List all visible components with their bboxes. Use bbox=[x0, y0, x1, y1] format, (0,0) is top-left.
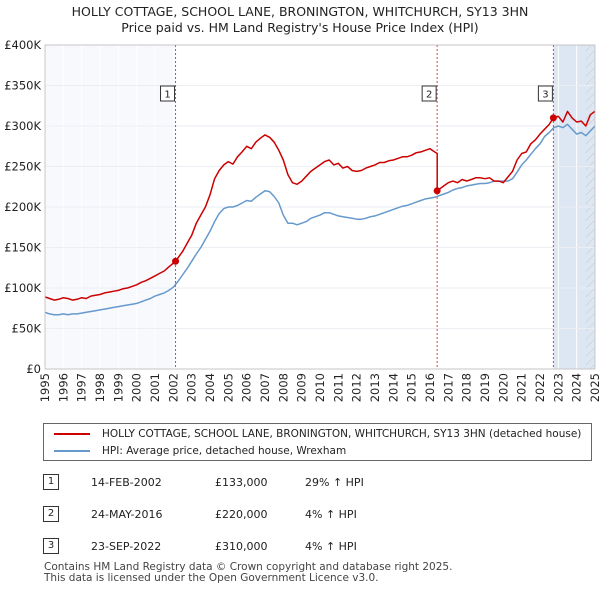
sale-number-label: 2 bbox=[426, 90, 432, 101]
x-tick-label: 2001 bbox=[148, 373, 162, 402]
x-tick-label: 2017 bbox=[441, 373, 455, 402]
y-tick-label: £150K bbox=[4, 241, 41, 255]
x-tick-label: 2004 bbox=[203, 373, 217, 402]
x-tick-label: 2010 bbox=[313, 373, 327, 402]
sale-point bbox=[433, 187, 441, 195]
x-tick-label: 2000 bbox=[130, 373, 144, 402]
x-tick-label: 2009 bbox=[295, 373, 309, 402]
transaction-number: 2 bbox=[43, 506, 59, 522]
price-chart: 1 2 3 £0 £50K £100K £150K £200K £250K £300K £350K £… bbox=[4, 38, 600, 402]
chart-legend: HOLLY COTTAGE, SCHOOL LANE, BRONINGTON, … bbox=[43, 423, 592, 461]
x-tick-label: 2012 bbox=[350, 373, 364, 402]
x-tick-label: 2003 bbox=[185, 373, 199, 402]
x-tick-label: 2024 bbox=[570, 373, 584, 402]
sale-number-box bbox=[421, 85, 437, 102]
y-tick-label: £400K bbox=[4, 38, 41, 52]
transaction-row: 2 24-MAY-2016 £220,000 4% ↑ HPI bbox=[43, 505, 493, 525]
x-tick-label: 1999 bbox=[111, 373, 125, 402]
x-tick-label: 2022 bbox=[533, 373, 547, 402]
sale-number-label: 1 bbox=[164, 90, 170, 101]
sale-number-label: 3 bbox=[542, 90, 548, 101]
x-tick-label: 1995 bbox=[38, 373, 52, 402]
x-tick-label: 2025 bbox=[588, 373, 600, 402]
transaction-date: 23-SEP-2022 bbox=[91, 540, 162, 553]
chart-title: HOLLY COTTAGE, SCHOOL LANE, BRONINGTON, … bbox=[71, 4, 529, 19]
transaction-price: £220,000 bbox=[215, 508, 268, 521]
y-tick-label: £0 bbox=[26, 362, 41, 376]
x-tick-label: 2018 bbox=[460, 373, 474, 402]
sale-number-box bbox=[537, 85, 553, 102]
x-tick-label: 2021 bbox=[515, 373, 529, 402]
y-tick-label: £250K bbox=[4, 160, 41, 174]
x-tick-label: 2013 bbox=[368, 373, 382, 402]
y-tick-label: £350K bbox=[4, 79, 41, 93]
transaction-hpi: 4% ↑ HPI bbox=[305, 540, 357, 553]
x-tick-label: 1998 bbox=[93, 373, 107, 402]
legend-item-property: HOLLY COTTAGE, SCHOOL LANE, BRONINGTON, … bbox=[54, 426, 581, 442]
x-tick-label: 2015 bbox=[405, 373, 419, 402]
legend-label-property: HOLLY COTTAGE, SCHOOL LANE, BRONINGTON, … bbox=[102, 428, 582, 440]
property-price-line bbox=[44, 110, 596, 301]
y-tick-label: £300K bbox=[4, 119, 41, 133]
x-tick-label: 2023 bbox=[551, 373, 565, 402]
x-tick-label: 1996 bbox=[56, 373, 70, 402]
x-tick-label: 2011 bbox=[331, 373, 345, 402]
footer-licence: This data is licensed under the Open Gov… bbox=[44, 572, 379, 584]
sale-point bbox=[172, 257, 180, 265]
y-tick-label: £50K bbox=[12, 322, 42, 336]
x-tick-label: 2006 bbox=[240, 373, 254, 402]
x-tick-label: 2020 bbox=[496, 373, 510, 402]
legend-label-hpi: HPI: Average price, detached house, Wrex… bbox=[102, 445, 347, 457]
hpi-line bbox=[44, 123, 596, 316]
x-tick-label: 2005 bbox=[221, 373, 235, 402]
legend-swatch-hpi bbox=[54, 450, 90, 452]
x-tick-label: 2014 bbox=[386, 373, 400, 402]
sale-point bbox=[549, 114, 557, 122]
plot-border bbox=[44, 44, 596, 370]
transaction-row: 1 14-FEB-2002 £133,000 29% ↑ HPI bbox=[43, 473, 493, 493]
transaction-row: 3 23-SEP-2022 £310,000 4% ↑ HPI bbox=[43, 537, 493, 557]
transaction-date: 14-FEB-2002 bbox=[91, 476, 162, 489]
transaction-date: 24-MAY-2016 bbox=[91, 508, 163, 521]
transaction-number: 1 bbox=[43, 474, 59, 490]
x-tick-label: 2016 bbox=[423, 373, 437, 402]
transaction-hpi: 4% ↑ HPI bbox=[305, 508, 357, 521]
y-tick-label: £200K bbox=[4, 200, 41, 214]
x-tick-label: 2002 bbox=[166, 373, 180, 402]
sale-number-box bbox=[160, 85, 176, 102]
footer-copyright: Contains HM Land Registry data © Crown c… bbox=[44, 561, 453, 573]
transaction-price: £310,000 bbox=[215, 540, 268, 553]
x-tick-label: 2008 bbox=[276, 373, 290, 402]
transaction-number: 3 bbox=[43, 538, 59, 554]
legend-item-hpi: HPI: Average price, detached house, Wrex… bbox=[54, 443, 346, 459]
x-tick-label: 2007 bbox=[258, 373, 272, 402]
transaction-price: £133,000 bbox=[215, 476, 268, 489]
x-tick-label: 2019 bbox=[478, 373, 492, 402]
transaction-hpi: 29% ↑ HPI bbox=[305, 476, 364, 489]
chart-subtitle: Price paid vs. HM Land Registry's House … bbox=[121, 20, 479, 35]
legend-swatch-property bbox=[54, 433, 90, 435]
y-tick-label: £100K bbox=[4, 281, 41, 295]
x-tick-label: 1997 bbox=[75, 373, 89, 402]
